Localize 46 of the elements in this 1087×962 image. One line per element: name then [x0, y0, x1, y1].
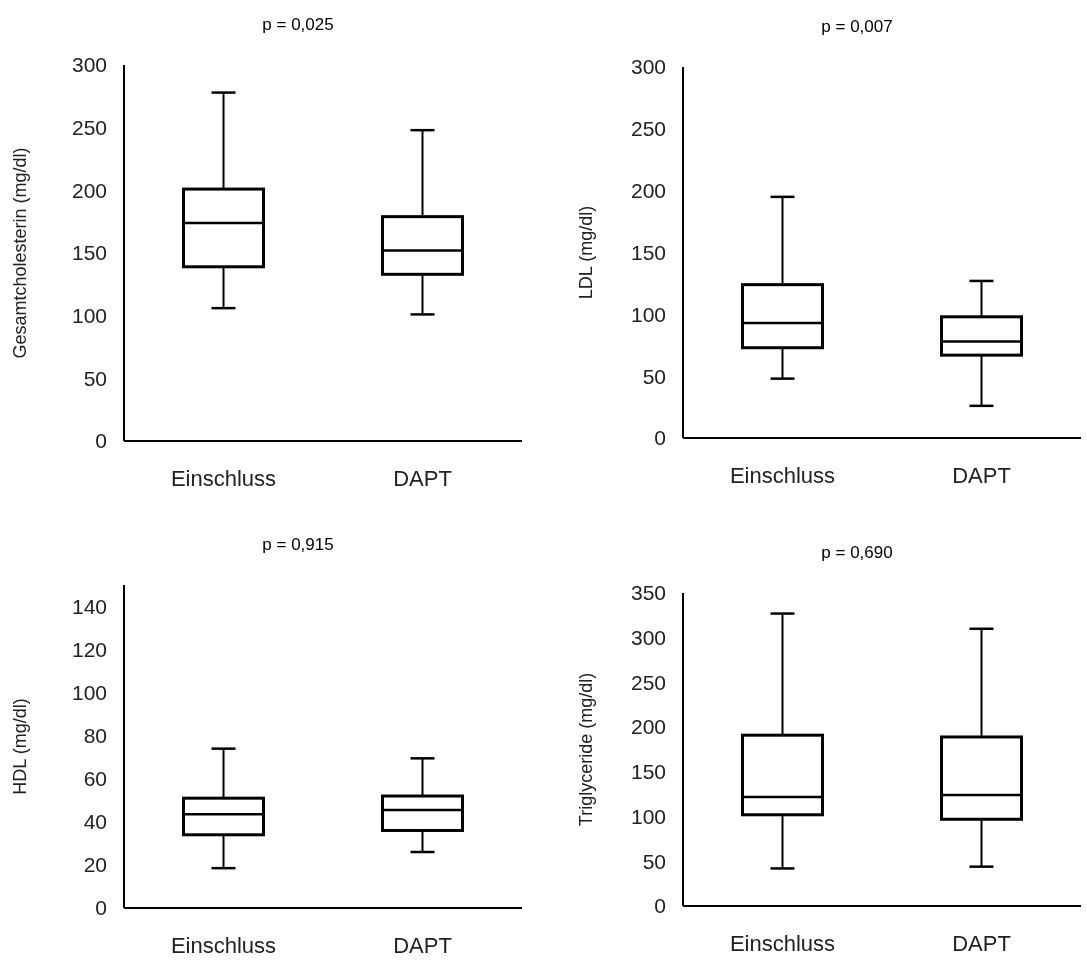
x-tick-label: Einschluss: [729, 931, 836, 956]
y-tick-label: 100: [630, 302, 666, 326]
x-tick-label: DAPT: [393, 933, 452, 958]
y-tick-label: 20: [83, 853, 107, 877]
chart-title: p = 0,690: [821, 543, 893, 562]
y-tick-label: 200: [71, 178, 107, 202]
x-tick-label: Einschluss: [170, 933, 277, 958]
y-tick-label: 0: [95, 429, 107, 453]
y-axis-title: LDL (mg/dl): [576, 205, 596, 300]
y-tick-label: 250: [630, 670, 666, 694]
chart-title: p = 0,007: [821, 17, 893, 36]
x-tick-label: DAPT: [952, 463, 1011, 488]
y-tick-label: 150: [630, 760, 666, 784]
y-tick-label: 50: [83, 366, 107, 390]
x-tick-label: Einschluss: [729, 463, 836, 488]
chart-title: p = 0,025: [262, 15, 334, 34]
y-tick-label: 100: [71, 304, 107, 328]
x-tick-label: DAPT: [393, 466, 452, 491]
y-axis-title: HDL (mg/dl): [10, 698, 30, 795]
y-tick-label: 0: [654, 426, 666, 450]
y-tick-label: 150: [630, 240, 666, 264]
y-tick-label: 200: [630, 715, 666, 739]
y-tick-label: 60: [83, 767, 107, 791]
x-tick-label: Einschluss: [170, 466, 277, 491]
y-tick-label: 300: [71, 53, 107, 77]
y-tick-label: 100: [71, 681, 107, 705]
y-tick-label: 300: [630, 626, 666, 650]
y-tick-label: 50: [642, 364, 666, 388]
y-axis-title: Triglyceride (mg/dl): [576, 672, 596, 827]
y-tick-label: 50: [642, 849, 666, 873]
y-tick-label: 250: [630, 117, 666, 141]
y-tick-label: 300: [630, 55, 666, 79]
x-tick-label: DAPT: [952, 931, 1011, 956]
y-axis-title: Gesamtcholesterin (mg/dl): [10, 147, 30, 359]
y-tick-label: 350: [630, 581, 666, 605]
y-tick-label: 80: [83, 724, 107, 748]
y-tick-label: 0: [95, 896, 107, 920]
y-tick-label: 120: [71, 637, 107, 661]
y-tick-label: 250: [71, 116, 107, 140]
y-tick-label: 140: [71, 594, 107, 618]
chart-title: p = 0,915: [262, 535, 334, 554]
y-tick-label: 40: [83, 810, 107, 834]
y-tick-label: 200: [630, 179, 666, 203]
y-tick-label: 0: [654, 894, 666, 918]
y-tick-label: 150: [71, 241, 107, 265]
y-tick-label: 100: [630, 804, 666, 828]
